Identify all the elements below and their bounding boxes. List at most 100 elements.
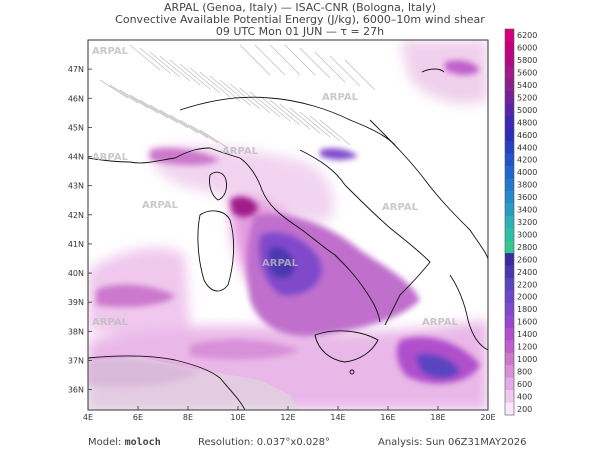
colorbar-swatch: [505, 41, 514, 55]
header-line-2: Convective Available Potential Energy (J…: [115, 13, 485, 26]
colorbar-label: 6200: [517, 31, 537, 40]
colorbar-swatch: [505, 327, 514, 341]
footer-model: Model: moloch: [88, 437, 161, 448]
watermark-8: ARPAL: [262, 258, 299, 269]
colorbar-swatch: [505, 53, 514, 67]
watermark-3: ARPAL: [92, 317, 129, 328]
watermark-5: ARPAL: [142, 200, 179, 211]
lat-tick-label: 41N: [68, 240, 84, 249]
colorbar-swatch: [505, 153, 514, 167]
colorbar-label: 1400: [517, 330, 537, 339]
lon-tick-label: 18E: [430, 413, 445, 422]
colorbar-label: 4800: [517, 118, 537, 127]
colorbar-swatch: [505, 253, 514, 267]
colorbar-swatch: [505, 91, 514, 105]
colorbar-swatch: [505, 116, 514, 130]
colorbar-swatch: [505, 340, 514, 354]
colorbar-label: 5800: [517, 56, 537, 65]
longitude-tick-labels: 4E 6E 8E 10E 12E 14E 16E 18E 20E: [83, 406, 496, 422]
watermark-4: ARPAL: [222, 146, 259, 157]
colorbar-swatch: [505, 240, 514, 254]
colorbar-swatch: [505, 302, 514, 316]
colorbar-swatch: [505, 315, 514, 329]
colorbar-label: 5000: [517, 106, 537, 115]
footer-model-label: Model:: [88, 437, 122, 448]
colorbar-swatch: [505, 365, 514, 379]
colorbar-label: 2400: [517, 268, 537, 277]
colorbar-label: 4000: [517, 168, 537, 177]
lat-tick-label: 36N: [68, 386, 84, 395]
watermark-6: ARPAL: [322, 92, 359, 103]
colorbar-swatch: [505, 265, 514, 279]
colorbar-label: 1800: [517, 305, 537, 314]
colorbar-swatch: [505, 66, 514, 80]
colorbar-label: 1600: [517, 318, 537, 327]
colorbar: 6200 6000 5800 5600 5400 5200 5000 4800 4600 4400…: [504, 28, 537, 416]
colorbar-label: 600: [517, 380, 532, 389]
colorbar-swatch: [505, 103, 514, 117]
watermark-1: ARPAL: [92, 46, 129, 57]
colorbar-label: 200: [517, 405, 532, 414]
lat-tick-label: 46N: [68, 94, 84, 103]
watermark-7: ARPAL: [382, 202, 419, 213]
latitude-tick-labels: 47N 46N 45N 44N 43N 42N 41N 40N 39N 38N 37N 36N: [68, 65, 92, 395]
colorbar-swatch: [505, 228, 514, 242]
lon-tick-label: 6E: [133, 413, 143, 422]
colorbar-label: 800: [517, 367, 532, 376]
colorbar-label: 6000: [517, 44, 537, 53]
colorbar-swatch: [505, 203, 514, 217]
watermark-2: ARPAL: [92, 152, 129, 163]
colorbar-label: 2000: [517, 293, 537, 302]
colorbar-swatch: [505, 141, 514, 155]
lon-tick-label: 12E: [280, 413, 295, 422]
colorbar-swatch: [505, 190, 514, 204]
colorbar-label: 2200: [517, 280, 537, 289]
colorbar-swatch: [505, 402, 514, 416]
colorbar-label: 3800: [517, 181, 537, 190]
lat-tick-label: 39N: [68, 298, 84, 307]
cape-field: [88, 40, 488, 410]
colorbar-swatch: [505, 352, 514, 366]
lat-tick-label: 42N: [68, 211, 84, 220]
colorbar-label: 5200: [517, 93, 537, 102]
colorbar-label: 4600: [517, 131, 537, 140]
header-line-1: ARPAL (Genoa, Italy) — ISAC-CNR (Bologna…: [163, 1, 437, 14]
footer-resolution: Resolution: 0.037°x0.028°: [198, 437, 330, 448]
colorbar-swatch: [505, 29, 514, 42]
lat-tick-label: 38N: [68, 327, 84, 336]
colorbar-label: 4200: [517, 156, 537, 165]
lat-tick-label: 44N: [68, 153, 84, 162]
colorbar-label: 2600: [517, 255, 537, 264]
colorbar-label: 4400: [517, 143, 537, 152]
colorbar-label: 3000: [517, 230, 537, 239]
footer-model-value: moloch: [124, 437, 161, 448]
colorbar-frame: [504, 28, 515, 416]
colorbar-label: 1000: [517, 355, 537, 364]
lon-tick-label: 20E: [480, 413, 495, 422]
lat-tick-label: 43N: [68, 182, 84, 191]
colorbar-swatch: [505, 290, 514, 304]
colorbar-swatch: [505, 128, 514, 142]
coastlines: [88, 96, 488, 410]
colorbar-label: 5600: [517, 69, 537, 78]
colorbar-label: 2800: [517, 243, 537, 252]
watermark-9: ARPAL: [422, 317, 459, 328]
lon-tick-label: 16E: [380, 413, 395, 422]
lat-tick-label: 40N: [68, 269, 84, 278]
colorbar-label: 3400: [517, 206, 537, 215]
colorbar-swatch: [505, 278, 514, 291]
colorbar-swatch: [505, 178, 514, 192]
lat-tick-label: 37N: [68, 356, 84, 365]
colorbar-swatch: [505, 165, 514, 179]
header-line-3: 09 UTC Mon 01 JUN — τ = 27h: [215, 25, 385, 38]
colorbar-label: 400: [517, 392, 532, 401]
wind-shear-barbs: [99, 44, 376, 149]
lon-tick-label: 14E: [330, 413, 345, 422]
lon-tick-label: 8E: [183, 413, 193, 422]
lat-tick-label: 45N: [68, 123, 84, 132]
colorbar-swatch: [505, 215, 514, 229]
colorbar-label: 3200: [517, 218, 537, 227]
watermarks: ARPAL ARPAL ARPAL ARPAL ARPAL ARPAL ARPA…: [92, 46, 459, 328]
colorbar-swatch: [505, 390, 514, 404]
